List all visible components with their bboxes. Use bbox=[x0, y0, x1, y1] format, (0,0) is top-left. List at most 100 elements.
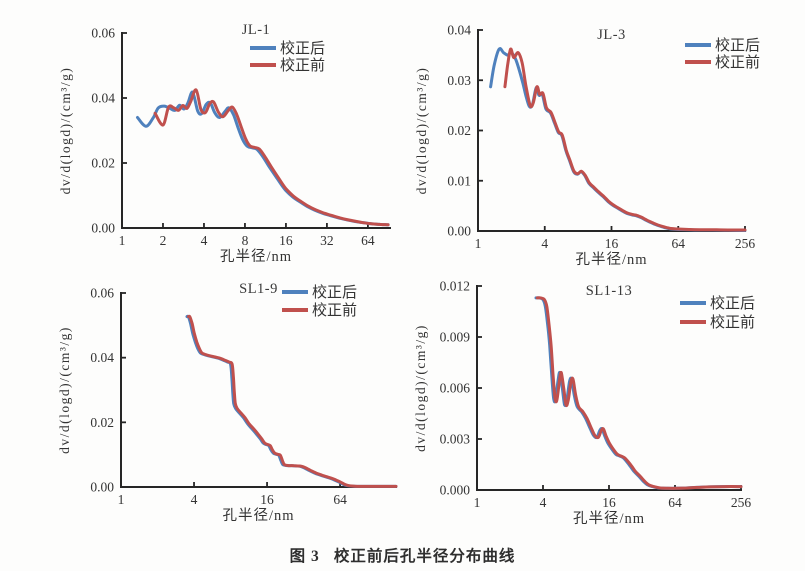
x-tick-label: 64 bbox=[668, 495, 682, 510]
y-tick-label: 0.04 bbox=[91, 91, 115, 106]
tick-marks bbox=[477, 285, 742, 490]
tick-marks bbox=[122, 32, 369, 228]
panel-title: SL1-13 bbox=[586, 283, 633, 299]
series-line-corrected-after bbox=[489, 47, 747, 232]
x-tick-label: 4 bbox=[540, 495, 547, 510]
legend-item-before: 校正前 bbox=[680, 314, 755, 331]
y-axis-title: dv/d(logd)/(cm³/g) bbox=[58, 67, 73, 195]
y-tick-label: 0.01 bbox=[447, 173, 471, 188]
legend-item-before: 校正前 bbox=[685, 54, 760, 71]
y-tick-label: 0.006 bbox=[440, 381, 471, 396]
legend-label: 校正后 bbox=[710, 295, 755, 312]
series-line-corrected-before bbox=[535, 296, 743, 490]
x-tick-label: 32 bbox=[320, 233, 334, 248]
x-tick-labels: 1 2 4 8 16 32 64 bbox=[119, 233, 375, 248]
chart-panel-jl3: 1 4 16 64 256 0.00 0.01 0.02 0.03 0.04 孔半径/nm dv/d(… bbox=[400, 10, 805, 272]
figure-caption: 图 3 校正前后孔半径分布曲线 bbox=[0, 544, 805, 566]
x-tick-label: 64 bbox=[672, 236, 686, 251]
axes bbox=[476, 285, 742, 491]
y-tick-labels: 0.00 0.02 0.04 0.06 bbox=[91, 26, 115, 236]
legend-item-after: 校正后 bbox=[282, 284, 357, 301]
x-tick-label: 2 bbox=[160, 233, 167, 248]
y-tick-labels: 0.00 0.01 0.02 0.03 0.04 bbox=[447, 23, 471, 239]
legend-item-after: 校正后 bbox=[685, 37, 760, 54]
y-tick-label: 0.06 bbox=[90, 286, 114, 301]
x-axis-title: 孔半径/nm bbox=[575, 251, 647, 268]
y-tick-label: 0.02 bbox=[90, 415, 114, 430]
y-tick-label: 0.00 bbox=[447, 224, 471, 239]
legend-item-after: 校正后 bbox=[250, 40, 325, 57]
x-tick-label: 16 bbox=[605, 236, 619, 251]
y-tick-label: 0.06 bbox=[91, 26, 115, 41]
x-tick-labels: 1 4 16 64 bbox=[118, 492, 347, 507]
y-tick-label: 0.009 bbox=[440, 330, 471, 345]
legend-label: 校正前 bbox=[312, 302, 357, 319]
y-tick-label: 0.00 bbox=[90, 480, 114, 495]
legend-label: 校正前 bbox=[710, 314, 755, 331]
series-line-corrected-before bbox=[503, 47, 747, 232]
legend-item-before: 校正前 bbox=[250, 57, 325, 74]
y-tick-label: 0.04 bbox=[447, 23, 471, 38]
chart-jl1: 1 2 4 8 16 32 64 0.00 0.02 0.04 0.06 孔半径/nm dv/d(log… bbox=[58, 22, 391, 265]
tick-marks bbox=[121, 292, 341, 487]
x-tick-label: 4 bbox=[201, 233, 208, 248]
x-tick-label: 16 bbox=[602, 495, 616, 510]
x-tick-label: 8 bbox=[242, 233, 249, 248]
x-tick-label: 64 bbox=[361, 233, 375, 248]
axes bbox=[120, 292, 397, 488]
chart-panel-sl1-9: 1 4 16 64 0.00 0.02 0.04 0.06 孔半径/nm dv/d(logd)/(… bbox=[0, 272, 400, 534]
chart-sl1-13: 1 4 16 64 256 0.000 0.003 0.006 0.009 0.012 孔半径/nm… bbox=[413, 279, 755, 528]
caption-label: 图 3 bbox=[289, 548, 320, 565]
legend-label: 校正后 bbox=[312, 284, 357, 301]
chart-panel-sl1-13: 1 4 16 64 256 0.000 0.003 0.006 0.009 0.012 孔半径/nm… bbox=[400, 272, 805, 534]
chart-jl3: 1 4 16 64 256 0.00 0.01 0.02 0.03 0.04 孔半径/nm dv/d(… bbox=[414, 23, 760, 269]
legend-label: 校正前 bbox=[715, 54, 760, 71]
series-line-corrected-after bbox=[185, 314, 398, 488]
legend-label: 校正后 bbox=[715, 37, 760, 54]
x-tick-label: 1 bbox=[474, 495, 481, 510]
chart-sl1-9: 1 4 16 64 0.00 0.02 0.04 0.06 孔半径/nm dv/d(logd)/(… bbox=[57, 281, 398, 524]
series-line-corrected-before bbox=[187, 314, 398, 488]
y-tick-label: 0.03 bbox=[447, 73, 471, 88]
x-tick-label: 1 bbox=[475, 236, 482, 251]
legend-item-after: 校正后 bbox=[680, 295, 755, 312]
caption-text: 校正前后孔半径分布曲线 bbox=[333, 548, 516, 565]
x-axis-title: 孔半径/nm bbox=[222, 507, 294, 524]
x-tick-label: 16 bbox=[260, 492, 274, 507]
x-axis-title: 孔半径/nm bbox=[573, 510, 645, 527]
y-tick-label: 0.00 bbox=[91, 221, 115, 236]
x-tick-label: 256 bbox=[735, 236, 756, 251]
panel-title: JL-1 bbox=[242, 22, 271, 38]
panel-title: SL1-9 bbox=[239, 281, 278, 297]
y-tick-label: 0.04 bbox=[90, 350, 114, 365]
x-tick-label: 64 bbox=[333, 492, 347, 507]
y-tick-labels: 0.00 0.02 0.04 0.06 bbox=[90, 286, 114, 495]
panel-title: JL-3 bbox=[597, 27, 626, 43]
x-tick-label: 16 bbox=[279, 233, 293, 248]
y-tick-label: 0.012 bbox=[440, 279, 470, 294]
x-tick-labels: 1 4 16 64 256 bbox=[474, 495, 752, 510]
legend-item-before: 校正前 bbox=[282, 302, 357, 319]
axes bbox=[121, 32, 391, 229]
y-tick-label: 0.02 bbox=[91, 156, 115, 171]
series-line-corrected-before bbox=[153, 88, 390, 227]
y-axis-title: dv/d(logd)/(cm³/g) bbox=[414, 67, 429, 195]
x-tick-labels: 1 4 16 64 256 bbox=[475, 236, 756, 251]
legend-label: 校正后 bbox=[280, 40, 325, 57]
x-tick-label: 4 bbox=[191, 492, 198, 507]
y-tick-label: 0.02 bbox=[447, 123, 471, 138]
y-tick-label: 0.000 bbox=[440, 483, 471, 498]
y-axis-title: dv/d(logd)/(cm³/g) bbox=[413, 324, 428, 452]
x-axis-title: 孔半径/nm bbox=[220, 248, 292, 265]
x-tick-label: 256 bbox=[731, 495, 752, 510]
legend-label: 校正前 bbox=[280, 57, 325, 74]
y-tick-label: 0.003 bbox=[440, 432, 471, 447]
series-line-corrected-after bbox=[136, 90, 390, 227]
x-tick-label: 1 bbox=[119, 233, 126, 248]
y-tick-labels: 0.000 0.003 0.006 0.009 0.012 bbox=[440, 279, 471, 498]
y-axis-title: dv/d(logd)/(cm³/g) bbox=[57, 326, 72, 454]
